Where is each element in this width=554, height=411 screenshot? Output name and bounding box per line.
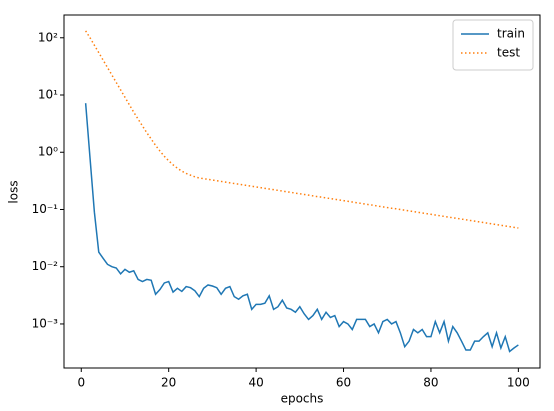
y-tick-label: 10⁰ [38,145,58,159]
legend-box [452,19,534,71]
y-tick-label: 10¹ [38,88,58,102]
y-tick-label: 10⁻³ [32,316,59,330]
x-tick-label: 20 [161,376,176,390]
x-tick-label: 0 [77,376,85,390]
legend-label: test [497,46,520,60]
y-axis-label: loss [7,180,21,203]
y-tick-label: 10² [38,30,58,44]
legend-label: train [497,27,525,41]
data-line [85,30,519,229]
x-axis-label: epochs [281,392,324,406]
y-tick-label: 10⁻¹ [32,202,59,216]
y-tick-label: 10⁻² [32,259,59,273]
data-line [84,103,519,353]
x-tick-label: 40 [248,376,263,390]
plot-frame [63,14,541,369]
x-tick-label: 60 [336,376,351,390]
x-tick-label: 80 [423,376,438,390]
x-tick-label: 100 [507,376,530,390]
